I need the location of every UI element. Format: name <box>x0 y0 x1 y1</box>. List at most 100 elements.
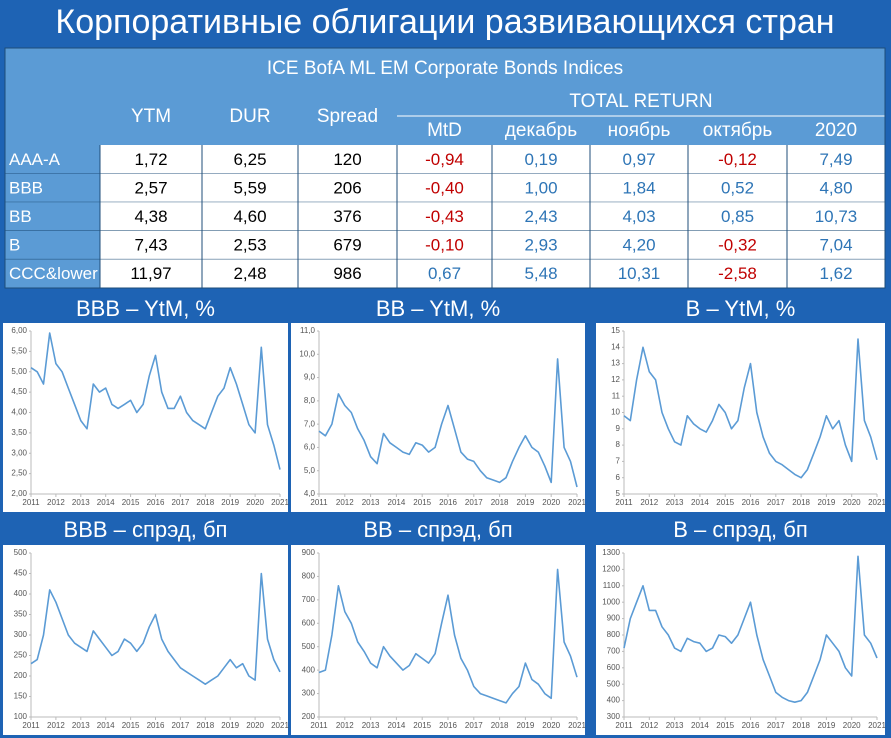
x-tick-label: 2011 <box>310 498 328 507</box>
x-tick-label: 2016 <box>439 721 457 730</box>
x-tick-label: 2019 <box>221 721 239 730</box>
y-tick-label: 1200 <box>602 565 620 574</box>
x-tick-label: 2014 <box>691 498 709 507</box>
x-tick-label: 2012 <box>640 721 658 730</box>
y-tick-label: 8 <box>616 440 621 449</box>
y-tick-label: 2,00 <box>11 489 27 498</box>
x-tick-label: 2015 <box>716 498 734 507</box>
table-cell: -0,32 <box>718 236 757 255</box>
table-border <box>4 47 886 289</box>
y-tick-label: 400 <box>607 696 621 705</box>
row-label: BB <box>9 207 32 226</box>
x-tick-label: 2016 <box>742 498 760 507</box>
x-tick-label: 2014 <box>388 721 406 730</box>
x-tick-label: 2020 <box>246 721 264 730</box>
row-label: CCC&lower <box>9 264 98 283</box>
y-tick-label: 5,00 <box>11 367 27 376</box>
x-tick-label: 2018 <box>792 498 810 507</box>
table-cell: 6,25 <box>233 150 266 169</box>
row-label-bg <box>5 173 100 203</box>
series-line <box>30 572 281 685</box>
y-tick-label: 3,50 <box>11 428 27 437</box>
table-cell: 986 <box>333 264 361 283</box>
y-tick-label: 7,0 <box>304 419 316 428</box>
y-tick-label: 100 <box>14 712 28 721</box>
table-cell: 0,19 <box>524 150 557 169</box>
x-tick-label: 2021 <box>271 498 289 507</box>
x-tick-label: 2018 <box>792 721 810 730</box>
chart-title: BB – спрэд, бп <box>363 517 512 542</box>
plot-bg <box>3 323 288 512</box>
x-tick-label: 2016 <box>439 498 457 507</box>
x-tick-label: 2015 <box>122 721 140 730</box>
y-tick-label: 900 <box>607 614 621 623</box>
x-tick-label: 2013 <box>72 721 90 730</box>
series-line <box>30 332 281 470</box>
y-tick-label: 250 <box>14 651 28 660</box>
y-tick-label: 5 <box>616 489 621 498</box>
x-tick-label: 2014 <box>388 498 406 507</box>
x-tick-label: 2013 <box>362 721 380 730</box>
x-tick-label: 2013 <box>362 498 380 507</box>
y-tick-label: 800 <box>302 572 316 581</box>
y-tick-label: 200 <box>14 671 28 680</box>
y-tick-label: 4,0 <box>304 489 316 498</box>
table-cell: 2,48 <box>233 264 266 283</box>
y-tick-label: 150 <box>14 692 28 701</box>
column-header: DUR <box>229 106 270 127</box>
y-tick-label: 800 <box>607 630 621 639</box>
table-cell: 11,97 <box>130 264 171 283</box>
table-cell: -0,10 <box>425 236 464 255</box>
subcolumn-header: MtD <box>427 120 462 141</box>
table-cell: 7,43 <box>134 236 167 255</box>
y-tick-label: 4,50 <box>11 387 27 396</box>
table-cell: 4,03 <box>622 207 655 226</box>
y-tick-label: 600 <box>607 663 621 672</box>
y-tick-label: 14 <box>611 342 620 351</box>
x-tick-label: 2015 <box>413 498 431 507</box>
y-tick-label: 11 <box>612 391 621 400</box>
table-title-bg <box>5 48 885 88</box>
row-label-bg <box>5 145 100 174</box>
table-cell: 2,93 <box>524 236 557 255</box>
x-tick-label: 2013 <box>72 498 90 507</box>
table-cell: 206 <box>333 178 361 197</box>
y-tick-label: 7 <box>616 457 621 466</box>
series-line <box>318 358 578 488</box>
x-tick-label: 2020 <box>542 721 560 730</box>
subcolumn-header: ноябрь <box>608 120 671 141</box>
x-tick-label: 2021 <box>568 721 586 730</box>
y-tick-label: 3,00 <box>11 448 27 457</box>
x-tick-label: 2017 <box>465 721 483 730</box>
table-cell: 1,62 <box>819 264 852 283</box>
x-tick-label: 2018 <box>491 721 509 730</box>
x-tick-label: 2013 <box>666 721 684 730</box>
y-tick-label: 600 <box>302 618 316 627</box>
y-tick-label: 5,50 <box>11 346 27 355</box>
y-tick-label: 200 <box>302 712 316 721</box>
x-tick-label: 2014 <box>97 498 115 507</box>
plot-bg <box>596 545 885 735</box>
table-cell: 0,67 <box>428 264 461 283</box>
x-tick-label: 2017 <box>172 498 190 507</box>
column-header: YTM <box>131 106 171 127</box>
x-tick-label: 2020 <box>843 721 861 730</box>
x-tick-label: 2012 <box>47 721 65 730</box>
x-tick-label: 2021 <box>271 721 289 730</box>
chart-title: BB – YtM, % <box>376 296 500 321</box>
y-tick-label: 300 <box>14 630 28 639</box>
y-tick-label: 11,0 <box>300 326 316 335</box>
x-tick-label: 2021 <box>868 498 886 507</box>
y-tick-label: 6 <box>616 473 621 482</box>
x-tick-label: 2016 <box>742 721 760 730</box>
table-cell: 5,48 <box>524 264 557 283</box>
table-cell: 10,73 <box>815 207 858 226</box>
y-tick-label: 700 <box>302 595 316 604</box>
chart-title: B – спрэд, бп <box>673 517 808 542</box>
x-tick-label: 2019 <box>517 721 535 730</box>
y-tick-label: 500 <box>14 548 28 557</box>
x-tick-label: 2020 <box>246 498 264 507</box>
y-tick-label: 300 <box>607 712 621 721</box>
table-title: ICE BofA ML EM Corporate Bonds Indices <box>267 58 623 79</box>
x-tick-label: 2019 <box>517 498 535 507</box>
